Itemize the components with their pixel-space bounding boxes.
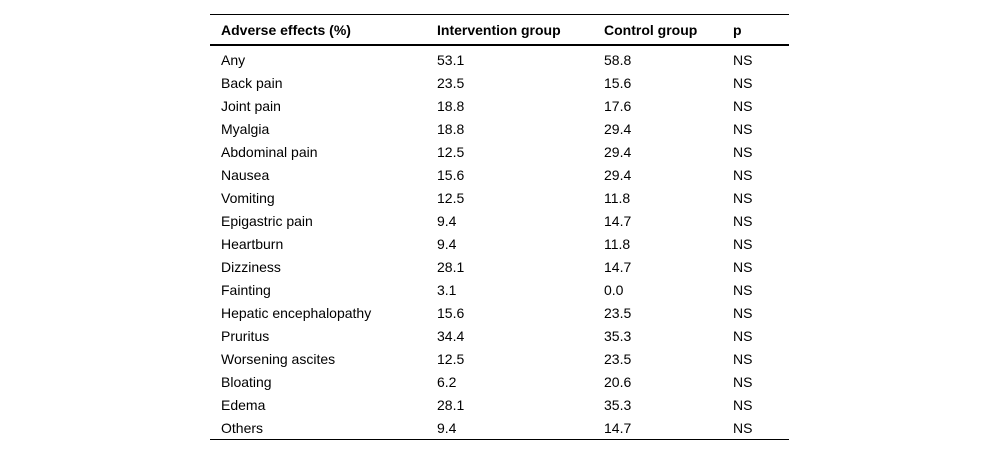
table-row: Myalgia 18.8 29.4 NS — [210, 117, 789, 140]
table-cell-intervention: 12.5 — [437, 350, 465, 367]
table-row: Back pain 23.5 15.6 NS — [210, 71, 789, 94]
table-cell-effect: Abdominal pain — [221, 143, 318, 160]
table-cell-control: 35.3 — [604, 327, 632, 344]
table-cell-p: NS — [733, 396, 753, 413]
table-cell-p: NS — [733, 120, 753, 137]
table-cell-p: NS — [733, 143, 753, 160]
table-cell-effect: Pruritus — [221, 327, 270, 344]
table-body: Any 53.1 58.8 NS Back pain 23.5 15.6 NS Joint pa… — [210, 45, 789, 440]
table-cell-p: NS — [733, 51, 753, 68]
table-row: Heartburn 9.4 11.8 NS — [210, 232, 789, 255]
table-cell-control: 23.5 — [604, 350, 632, 367]
table-cell-effect: Nausea — [221, 166, 270, 183]
table-row: Joint pain 18.8 17.6 NS — [210, 94, 789, 117]
table-cell-control: 15.6 — [604, 74, 632, 91]
table-header-row: Adverse effects (%) Intervention group C… — [210, 14, 789, 46]
table-row: Edema 28.1 35.3 NS — [210, 393, 789, 416]
table-cell-p: NS — [733, 350, 753, 367]
table-cell-effect: Dizziness — [221, 258, 281, 275]
column-header-p: p — [733, 14, 789, 46]
table-cell-intervention: 23.5 — [437, 74, 465, 91]
adverse-effects-table: Adverse effects (%) Intervention group C… — [210, 14, 789, 440]
table-cell-p: NS — [733, 419, 753, 436]
table-cell-effect: Hepatic encephalopathy — [221, 304, 372, 321]
table-cell-effect: Bloating — [221, 373, 272, 390]
table-cell-intervention: 12.5 — [437, 143, 465, 160]
table-cell-control: 14.7 — [604, 258, 632, 275]
table-cell-intervention: 6.2 — [437, 373, 457, 390]
table-cell-p: NS — [733, 235, 753, 252]
table-row: Worsening ascites 12.5 23.5 NS — [210, 347, 789, 370]
table-cell-effect: Vomiting — [221, 189, 275, 206]
table-cell-intervention: 28.1 — [437, 258, 465, 275]
table-cell-intervention: 12.5 — [437, 189, 465, 206]
table-cell-control: 20.6 — [604, 373, 632, 390]
adverse-effects-table-container: Adverse effects (%) Intervention group C… — [210, 14, 789, 440]
table-cell-control: 58.8 — [604, 51, 632, 68]
table-cell-p: NS — [733, 304, 753, 321]
table-row: Vomiting 12.5 11.8 NS — [210, 186, 789, 209]
column-header-control-group: Control group — [604, 14, 733, 46]
table-cell-intervention: 3.1 — [437, 281, 457, 298]
table-cell-intervention: 53.1 — [437, 51, 465, 68]
table-cell-p: NS — [733, 212, 753, 229]
table-row: Pruritus 34.4 35.3 NS — [210, 324, 789, 347]
table-cell-effect: Any — [221, 51, 246, 68]
table-cell-intervention: 18.8 — [437, 97, 465, 114]
table-row: Abdominal pain 12.5 29.4 NS — [210, 140, 789, 163]
table-cell-control: 0.0 — [604, 281, 624, 298]
table-cell-intervention: 15.6 — [437, 166, 465, 183]
table-row: Nausea 15.6 29.4 NS — [210, 163, 789, 186]
table-row: Dizziness 28.1 14.7 NS — [210, 255, 789, 278]
table-cell-control: 14.7 — [604, 212, 632, 229]
table-cell-effect: Myalgia — [221, 120, 270, 137]
table-cell-p: NS — [733, 327, 753, 344]
table-cell-p: NS — [733, 97, 753, 114]
table-cell-p: NS — [733, 74, 753, 91]
table-cell-control: 11.8 — [604, 189, 631, 206]
table-cell-effect: Others — [221, 419, 264, 436]
table-cell-effect: Back pain — [221, 74, 283, 91]
table-cell-intervention: 28.1 — [437, 396, 465, 413]
table-cell-effect: Heartburn — [221, 235, 284, 252]
table-cell-control: 29.4 — [604, 120, 632, 137]
table-row: Any 53.1 58.8 NS — [210, 45, 789, 71]
table-row: Hepatic encephalopathy 15.6 23.5 NS — [210, 301, 789, 324]
table-cell-intervention: 18.8 — [437, 120, 465, 137]
table-cell-control: 29.4 — [604, 143, 632, 160]
table-cell-control: 29.4 — [604, 166, 632, 183]
table-cell-intervention: 15.6 — [437, 304, 465, 321]
column-header-intervention-group: Intervention group — [437, 14, 604, 46]
table-cell-effect: Worsening ascites — [221, 350, 336, 367]
table-cell-effect: Epigastric pain — [221, 212, 313, 229]
table-cell-p: NS — [733, 258, 753, 275]
table-cell-intervention: 9.4 — [437, 212, 457, 229]
table-row: Epigastric pain 9.4 14.7 NS — [210, 209, 789, 232]
table-cell-control: 14.7 — [604, 419, 632, 436]
table-cell-p: NS — [733, 373, 753, 390]
table-cell-effect: Joint pain — [221, 97, 281, 114]
table-cell-control: 23.5 — [604, 304, 632, 321]
table-cell-intervention: 34.4 — [437, 327, 465, 344]
table-row: Others 9.4 14.7 NS — [210, 416, 789, 440]
table-cell-control: 17.6 — [604, 97, 632, 114]
column-header-adverse-effects: Adverse effects (%) — [210, 14, 437, 46]
table-cell-control: 11.8 — [604, 235, 631, 252]
table-cell-intervention: 9.4 — [437, 235, 457, 252]
table-row: Bloating 6.2 20.6 NS — [210, 370, 789, 393]
table-cell-p: NS — [733, 166, 753, 183]
table-row: Fainting 3.1 0.0 NS — [210, 278, 789, 301]
table-cell-control: 35.3 — [604, 396, 632, 413]
table-cell-intervention: 9.4 — [437, 419, 457, 436]
table-cell-effect: Edema — [221, 396, 266, 413]
table-cell-p: NS — [733, 281, 753, 298]
table-cell-effect: Fainting — [221, 281, 271, 298]
table-cell-p: NS — [733, 189, 753, 206]
